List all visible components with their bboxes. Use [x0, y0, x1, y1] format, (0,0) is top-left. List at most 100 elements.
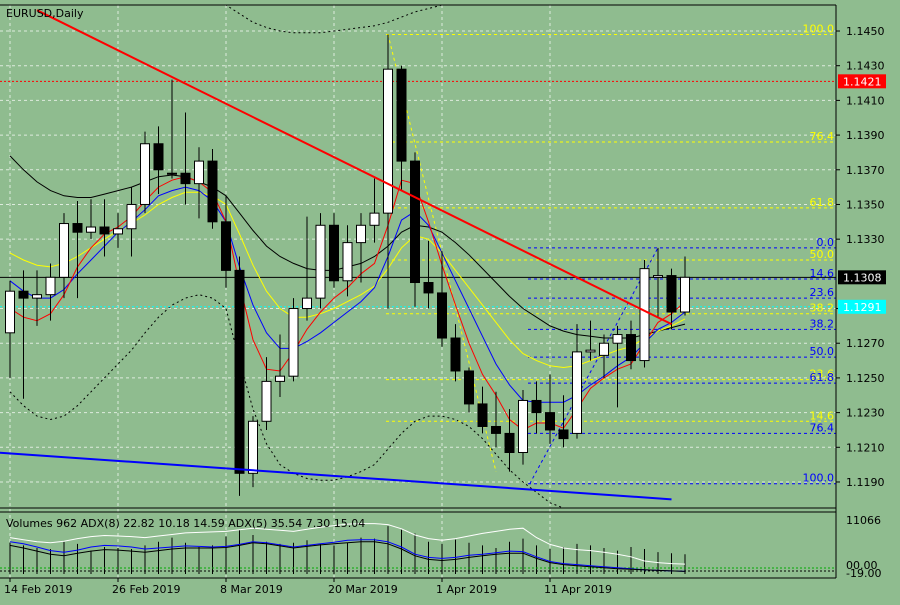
candle-body [194, 160, 204, 185]
candle [329, 213, 339, 288]
candle [153, 126, 164, 195]
candle [288, 298, 299, 382]
indicator-line-white [9, 523, 686, 565]
candle [234, 256, 245, 496]
candle [72, 200, 83, 299]
candle-body [221, 221, 231, 271]
indicator-line-blue [9, 539, 686, 572]
candle [45, 263, 56, 321]
grid-lines [0, 5, 836, 578]
y-tick-label: 1.1230 [846, 407, 885, 420]
candle-body [491, 425, 501, 434]
x-tick-label: 8 Mar 2019 [220, 583, 283, 596]
candle-body [626, 334, 636, 362]
candle [491, 391, 501, 448]
indicator-line-black [9, 541, 686, 572]
candle [126, 187, 137, 257]
candle [585, 320, 596, 361]
trendlines[interactable] [0, 9, 672, 501]
price-badge-red-text: 1.1421 [843, 75, 882, 88]
candle [383, 34, 393, 309]
x-tick-label: 20 Mar 2019 [328, 583, 398, 596]
indicator-tick-label: 11066 [846, 514, 881, 527]
candle-body [248, 420, 258, 474]
price-badge-cyan: 1.1291 [838, 299, 886, 314]
candle-body [410, 160, 420, 284]
candle [32, 270, 42, 326]
candle-body [302, 297, 312, 310]
fib-blue-diagonal [529, 247, 659, 484]
fib-yellow-label: 38.2 [810, 302, 835, 315]
y-tick-label: 1.1330 [846, 233, 885, 246]
candle [180, 112, 191, 205]
candle [113, 213, 123, 248]
candle-body [315, 224, 326, 299]
candle-body [437, 292, 447, 339]
fib-yellow-label: 76.4 [810, 130, 835, 143]
date-axis: 14 Feb 2019 26 Feb 2019 8 Mar 2019 20 Mar 2… [4, 578, 612, 596]
candle-body [477, 403, 488, 427]
candle-body [396, 68, 407, 162]
fib-yellow-label: 50.0 [810, 248, 835, 261]
candle-body [504, 432, 515, 453]
x-tick-label: 26 Feb 2019 [112, 583, 180, 596]
candle-body [72, 223, 83, 233]
indicator-subwindow: 11066 00.00-19.00 [0, 514, 881, 580]
candles [5, 34, 690, 496]
candle [315, 213, 326, 309]
fib-blue-label: 50.0 [810, 345, 835, 358]
fib-yellow-label: 61.8 [810, 196, 835, 209]
price-badge-red-bg [838, 74, 886, 89]
candle-body [342, 242, 353, 282]
candle [612, 325, 623, 408]
candle [423, 240, 434, 309]
candle [396, 65, 407, 191]
candle-body [18, 290, 29, 299]
candle-body [45, 276, 56, 296]
price-badge-cyan-text: 1.1291 [843, 301, 882, 314]
indicator-tick-label: 00.00 [846, 559, 878, 572]
candle [477, 386, 488, 434]
candle-body [653, 275, 663, 278]
candle-body [153, 143, 164, 171]
y-tick-label: 1.1250 [846, 372, 885, 385]
candle-body [356, 224, 366, 244]
trendline-blue [0, 451, 672, 501]
candle [464, 367, 474, 413]
price-badge-red: 1.1421 [838, 74, 886, 89]
candle-body [5, 290, 15, 334]
bollinger-bands [9, 4, 685, 509]
y-tick-label: 1.1370 [846, 164, 885, 177]
candle-body [531, 399, 542, 414]
candle [599, 334, 609, 378]
candle [518, 390, 528, 465]
candle-body [450, 337, 461, 372]
x-tick-label: 11 Apr 2019 [544, 583, 612, 596]
candle-body [59, 223, 69, 278]
fib-yellow-label: 23.6 [810, 368, 835, 381]
candle [248, 416, 258, 488]
candle [626, 320, 636, 370]
candle [194, 147, 204, 219]
candle [167, 79, 177, 179]
y-tick-label: 1.1410 [846, 94, 885, 107]
candle-body [572, 351, 582, 434]
candle-body [113, 228, 123, 235]
candle [450, 324, 461, 382]
symbol-label: EURUSD,Daily [6, 7, 84, 20]
candle [653, 247, 663, 318]
fib-blue-label: 0.0 [817, 236, 835, 249]
candle [59, 213, 69, 299]
fib-yellow-label: 100.0 [803, 22, 835, 35]
candle [275, 334, 285, 397]
candle [558, 395, 569, 448]
fib-yellow-label: 14.6 [810, 409, 835, 422]
candle [86, 199, 96, 240]
y-tick-label: 1.1190 [846, 476, 885, 489]
candle [302, 216, 312, 321]
candle-body [167, 172, 177, 175]
indicator-tick-label: -19.00 [846, 567, 881, 580]
